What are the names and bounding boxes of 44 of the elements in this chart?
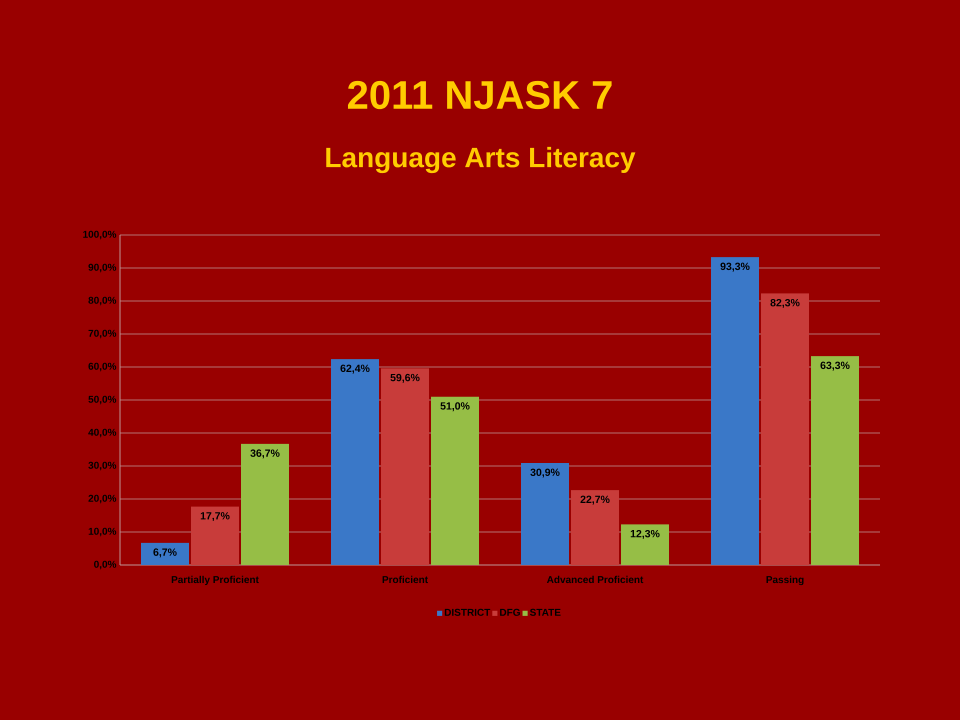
x-tick-label: Advanced Proficient bbox=[546, 576, 644, 584]
y-tick-label: 0,0% bbox=[94, 560, 116, 570]
data-label: 36,7% bbox=[250, 449, 280, 458]
bar bbox=[521, 463, 570, 565]
data-label: 12,3% bbox=[630, 530, 660, 539]
data-label: 82,3% bbox=[770, 298, 800, 308]
y-tick-label: 60,0% bbox=[88, 362, 116, 372]
y-tick-label: 40,0% bbox=[88, 428, 116, 438]
y-tick-label: 90,0% bbox=[88, 264, 116, 272]
data-label: 63,3% bbox=[820, 362, 850, 371]
bar bbox=[191, 506, 240, 565]
y-tick-label: 30,0% bbox=[88, 462, 116, 470]
data-label: 59,6% bbox=[390, 374, 420, 383]
bar bbox=[811, 356, 860, 565]
x-tick-label: Partially Proficient bbox=[172, 576, 259, 586]
y-tick-label: 20,0% bbox=[88, 494, 116, 504]
bar bbox=[141, 542, 190, 565]
legend-label: DFG bbox=[500, 608, 520, 616]
chart-title: 2011 NJASK 7 bbox=[348, 80, 612, 110]
data-label: 93,3% bbox=[720, 262, 750, 272]
x-tick-label: Passing bbox=[766, 576, 804, 586]
y-tick-label: 80,0% bbox=[88, 296, 116, 306]
x-tick-label: Proficient bbox=[382, 576, 428, 584]
data-label: 51,0% bbox=[440, 402, 470, 412]
legend-label: STATE bbox=[530, 608, 561, 616]
data-label: 62,4% bbox=[340, 364, 370, 374]
bar bbox=[331, 359, 380, 565]
bar bbox=[761, 293, 810, 565]
bar bbox=[381, 368, 430, 565]
y-tick-label: 100,0% bbox=[83, 230, 116, 240]
bar bbox=[711, 257, 760, 565]
chart-subtitle: Language Arts Literacy bbox=[326, 146, 636, 174]
legend-label: DISTRICT bbox=[444, 608, 490, 616]
bar bbox=[621, 524, 670, 565]
y-tick-label: 50,0% bbox=[88, 396, 116, 404]
data-label: 17,7% bbox=[200, 512, 230, 522]
bar bbox=[571, 490, 620, 565]
data-label: 30,9% bbox=[530, 468, 560, 478]
data-label: 6,7% bbox=[153, 548, 177, 558]
y-tick-label: 10,0% bbox=[88, 528, 116, 536]
y-tick-label: 70,0% bbox=[88, 330, 116, 338]
bar bbox=[431, 396, 480, 565]
data-label: 22,7% bbox=[580, 496, 610, 505]
bar bbox=[241, 444, 290, 565]
